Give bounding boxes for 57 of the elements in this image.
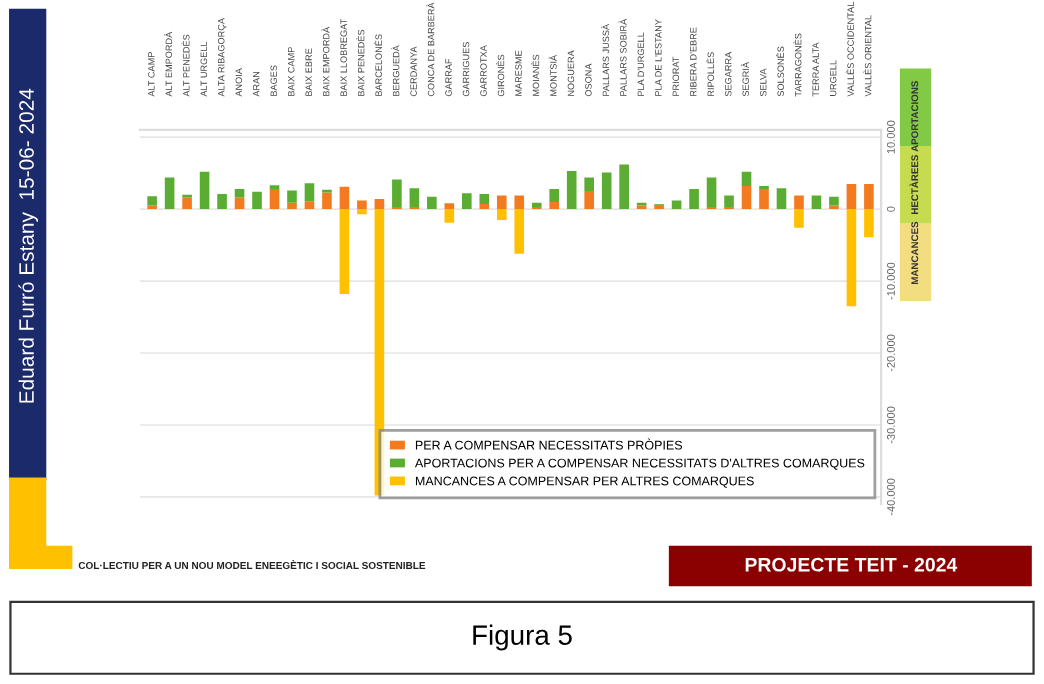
bar: [392, 179, 402, 207]
bar: [409, 188, 420, 207]
bar: [427, 196, 437, 210]
bar: [864, 209, 874, 238]
bar: [339, 186, 350, 210]
bar: [794, 209, 804, 228]
bar: [776, 188, 787, 210]
bar: [339, 209, 350, 295]
bar: [584, 177, 594, 192]
bar: [287, 202, 297, 210]
bar: [829, 196, 839, 206]
bar: [584, 191, 594, 210]
bar: [164, 177, 175, 210]
bar: [864, 183, 874, 210]
bar: [444, 209, 455, 223]
bar: [496, 209, 507, 220]
bar: [794, 195, 804, 210]
bar: [619, 164, 629, 210]
bar: [217, 194, 227, 210]
bar: [566, 170, 577, 210]
bar: [304, 201, 315, 210]
bar: [759, 188, 769, 210]
bar: [741, 186, 752, 210]
bar: [182, 197, 192, 210]
bar: [287, 190, 297, 203]
bar: [811, 195, 822, 210]
bar: [147, 196, 157, 206]
bar: [741, 171, 752, 187]
bar: [357, 200, 367, 210]
bar: [199, 171, 210, 210]
text: Eduard Furró Estany 15-06- 2024: [18, 88, 39, 403]
text: PROJECTE TEIT - 2024: [745, 557, 958, 572]
bar: [514, 209, 525, 254]
bar: [304, 183, 315, 202]
bar: [479, 194, 490, 205]
bar: [706, 177, 717, 207]
bar: [374, 199, 385, 210]
bar: [234, 188, 245, 198]
bar: [846, 183, 857, 210]
bar: [654, 204, 664, 210]
bar: [549, 188, 560, 202]
bar: [444, 203, 455, 210]
text: Figura 5: [473, 624, 572, 651]
bar: [322, 192, 332, 210]
bar: [514, 195, 525, 210]
bar: [462, 193, 472, 210]
bar: [479, 204, 490, 210]
bar: [671, 200, 682, 210]
bar: [846, 209, 857, 307]
bar: [496, 195, 507, 210]
bar: [269, 188, 280, 210]
bar: [689, 188, 699, 210]
bar: [724, 195, 734, 207]
bar: [549, 201, 560, 210]
bar: [252, 191, 262, 210]
bar: [601, 172, 612, 210]
bar: [357, 209, 367, 215]
